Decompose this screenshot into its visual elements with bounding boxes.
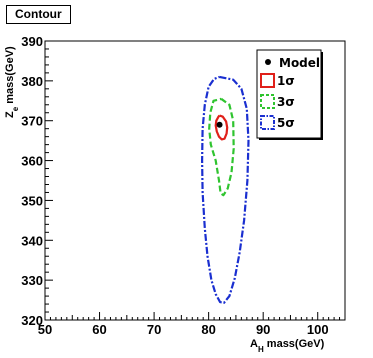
model-point: [216, 121, 223, 128]
legend-label: 5σ: [277, 116, 295, 130]
x-tick-label: 70: [147, 322, 161, 337]
y-tick-label: 320: [21, 313, 43, 328]
plot-frame: [44, 40, 346, 321]
x-axis-label: AH mass(GeV): [250, 338, 325, 354]
x-tick-label: 100: [307, 322, 329, 337]
x-tick-label: 90: [256, 322, 270, 337]
contour-line: [214, 114, 229, 141]
legend-swatch: [260, 73, 275, 88]
legend-label: 3σ: [277, 95, 295, 109]
x-tick-label: 80: [201, 322, 215, 337]
legend-label: Model: [279, 56, 320, 70]
y-tick-label: 380: [21, 74, 43, 89]
chart-title: Contour: [6, 5, 71, 24]
y-tick-label: 350: [21, 193, 43, 208]
x-tick-label: 60: [92, 322, 106, 337]
contour-line: [208, 97, 235, 197]
legend-label: 1σ: [277, 74, 295, 88]
y-tick-label: 330: [21, 273, 43, 288]
contour-line: [201, 75, 250, 304]
legend-model-marker: [265, 59, 271, 65]
x-tick-label: 50: [38, 322, 52, 337]
y-tick-label: 360: [21, 154, 43, 169]
y-tick-label: 340: [21, 233, 43, 248]
y-axis-label: Ze mass(GeV): [4, 46, 20, 118]
y-tick-label: 390: [21, 34, 43, 49]
y-tick-label: 370: [21, 114, 43, 129]
legend-swatch: [260, 94, 275, 109]
legend-swatch: [260, 115, 275, 130]
